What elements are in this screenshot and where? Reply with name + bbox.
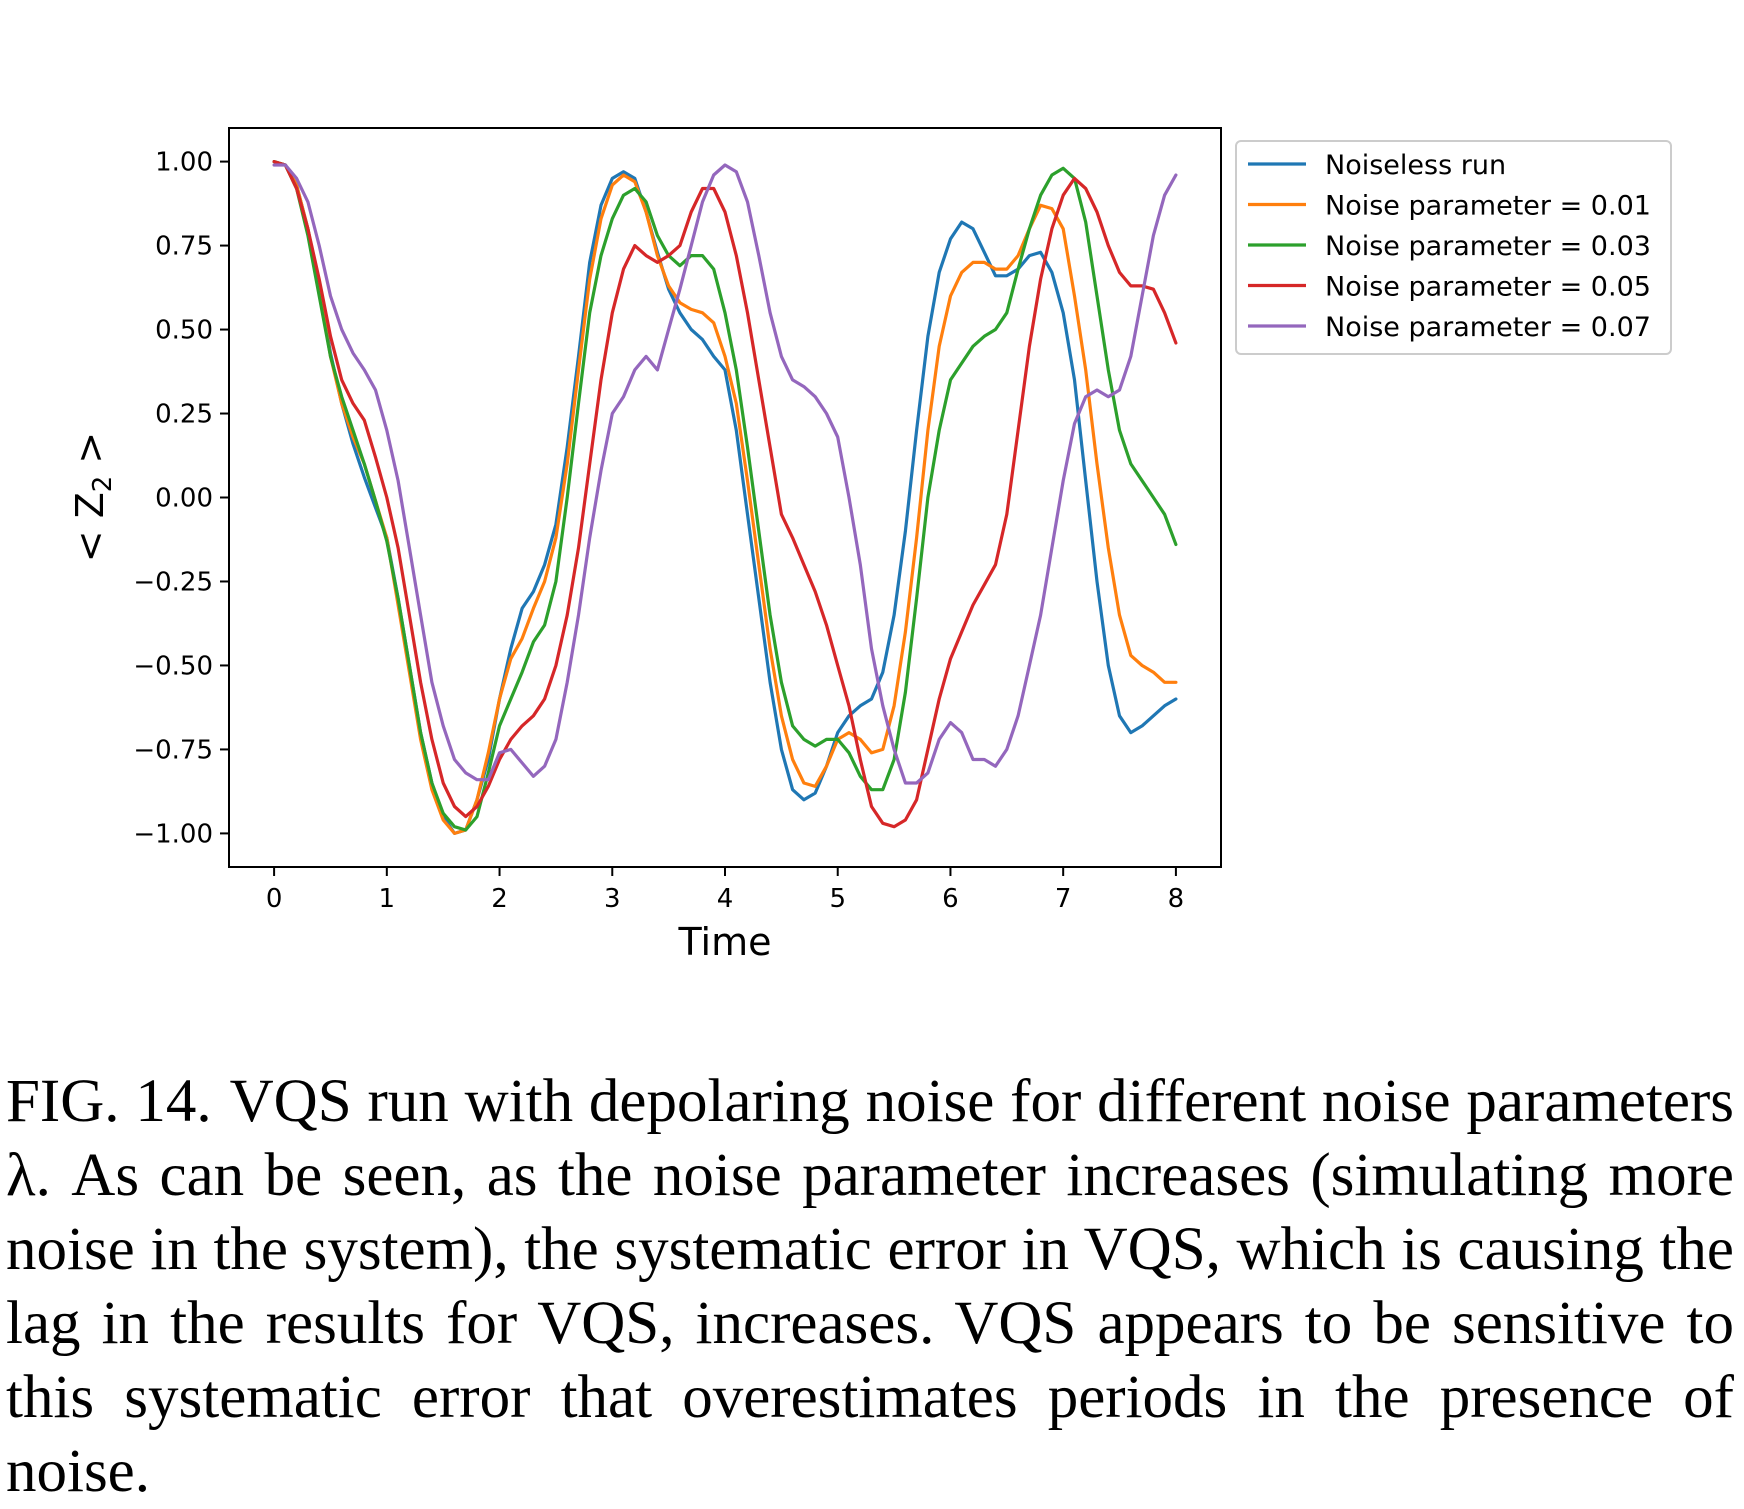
y-axis-ticks: 1.00 0.75 0.50 0.25 0.00 −0.25 −0.50 −0.75 −1.00 [133,148,229,849]
legend-label-4: Noise parameter = 0.07 [1325,312,1651,343]
legend-label-0: Noiseless run [1325,150,1506,181]
series-line-1 [272,160,1178,835]
y-tick-label-2: 0.50 [155,316,213,346]
figure-label: FIG. 14. [6,1068,212,1135]
x-tick-label-3: 3 [604,884,621,914]
legend-box [1235,140,1672,355]
legend-label-2: Noise parameter = 0.03 [1325,231,1651,262]
y-axis-label-suffix: > [68,432,112,476]
x-axis-ticks: 0 1 2 3 4 5 6 7 8 [266,867,1184,914]
axes-frame [228,127,1222,868]
legend-label-3: Noise parameter = 0.05 [1325,272,1651,303]
x-tick-label-2: 2 [491,884,508,914]
series-line-0 [272,160,1178,835]
y-tick-label-0: 1.00 [155,148,213,178]
y-axis-label-subscript: 2 [88,476,118,493]
series-line-3 [272,160,1178,829]
x-tick-label-0: 0 [266,884,283,914]
y-tick-label-1: 0.75 [155,232,213,262]
legend: Noiseless run Noise parameter = 0.01 Noise… [1235,140,1672,355]
x-tick-label-6: 6 [942,884,959,914]
x-tick-label-1: 1 [379,884,396,914]
series-line-4 [272,163,1178,785]
x-tick-label-7: 7 [1055,884,1072,914]
x-tick-label-4: 4 [717,884,734,914]
x-tick-label-5: 5 [829,884,846,914]
y-tick-label-6: −0.50 [133,651,213,681]
y-tick-label-4: 0.00 [155,484,213,514]
y-axis-label: < Z2 > [68,432,118,562]
y-axis-label-main: < Z [68,492,112,562]
y-tick-label-7: −0.75 [133,735,213,765]
x-axis-label: Time [678,920,772,964]
series-line-2 [272,160,1178,832]
series-group [272,160,1178,835]
caption-text: VQS run with depolaring noise for differ… [6,1068,1734,1505]
y-tick-label-3: 0.25 [155,400,213,430]
y-tick-label-5: −0.25 [133,567,213,597]
y-tick-label-8: −1.00 [133,819,213,849]
legend-label-1: Noise parameter = 0.01 [1325,191,1651,222]
plot-area: 0 1 2 3 4 5 6 7 8 1.00 0.75 0.50 0.25 0.00 −0.25 −0.50… [133,127,1222,914]
legend-items: Noiseless run Noise parameter = 0.01 Noise… [1248,150,1651,343]
x-tick-label-8: 8 [1168,884,1185,914]
line-chart: 0 1 2 3 4 5 6 7 8 1.00 0.75 0.50 0.25 0.00 −0.25 −0.50… [68,127,1672,964]
figure-caption: FIG. 14. VQS run with depolaring noise fo… [6,1065,1734,1509]
